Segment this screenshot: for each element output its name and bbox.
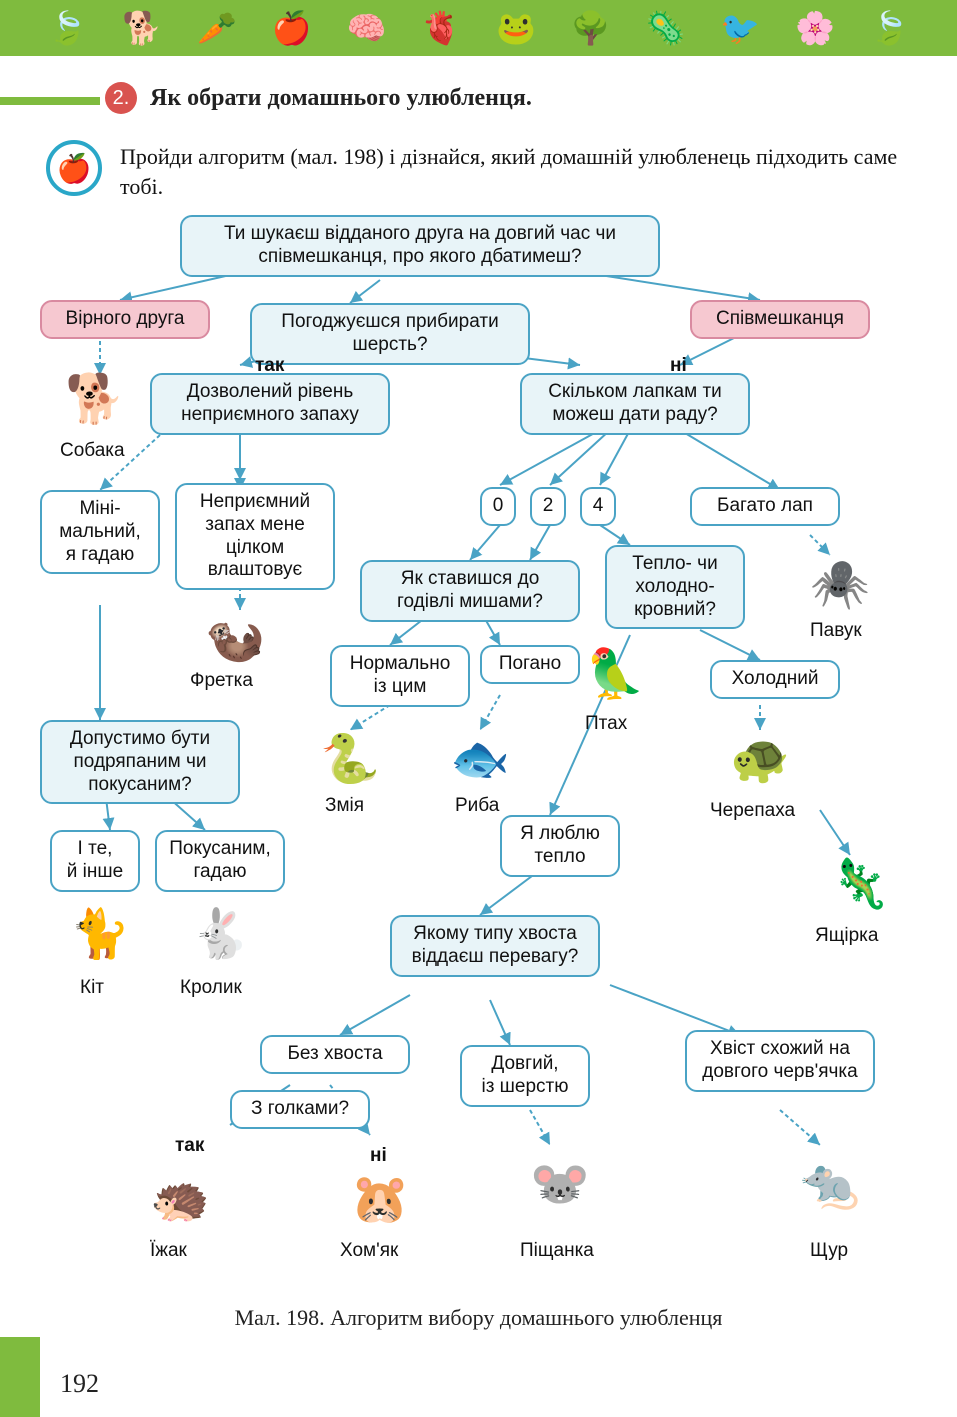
animal-dog: Собака: [60, 440, 125, 462]
animal-hedgehog-icon: 🦔: [150, 1170, 210, 1227]
animal-rat-icon: 🐀: [800, 1155, 860, 1212]
node-friend: Вірного друга: [40, 300, 210, 339]
node-both: І те, й інше: [50, 830, 140, 892]
node-2: 2: [530, 487, 566, 526]
node-min: Міні- мальний, я гадаю: [40, 490, 160, 574]
page-side-bar: [0, 1337, 40, 1417]
node-roommate: Співмешканця: [690, 300, 870, 339]
leaf-icon: 🍃: [47, 9, 87, 47]
flowchart: Ти шукаєш відданого друга на довгий час …: [40, 215, 920, 1295]
node-ok-mice: Нормально із цим: [330, 645, 470, 707]
node-love-warm: Я люблю тепло: [500, 815, 620, 877]
carrot-icon: 🥕: [197, 9, 237, 47]
figure-caption: Мал. 198. Алгоритм вибору домашнього улю…: [0, 1305, 957, 1331]
node-paws: Скільком лапкам ти можеш дати раду?: [520, 373, 750, 435]
animal-rat: Щур: [810, 1240, 848, 1262]
section-title: Як обрати домашнього улюбленця.: [150, 85, 532, 112]
node-cold: Холодний: [710, 660, 840, 699]
node-long-fur: Довгий, із шерстю: [460, 1045, 590, 1107]
node-bitten: Покусаним, гадаю: [155, 830, 285, 892]
brain-icon: 🧠: [346, 9, 386, 47]
node-0: 0: [480, 487, 516, 526]
animal-spider: Павук: [810, 620, 862, 642]
apple-badge-icon: 🍎: [46, 140, 102, 196]
animal-cat: Кіт: [80, 977, 104, 999]
animal-spider-icon: 🕷️: [810, 555, 870, 612]
node-many: Багато лап: [690, 487, 840, 526]
page-number: 192: [60, 1369, 99, 1399]
frog-icon: 🐸: [496, 9, 536, 47]
animal-fish: Риба: [455, 795, 499, 817]
node-warm: Тепло- чи холодно-кровний?: [605, 545, 745, 629]
section-marker: [0, 97, 100, 105]
animal-hamster: Хом'як: [340, 1240, 398, 1262]
node-fur: Погоджуєшся прибирати шерсть?: [250, 303, 530, 365]
animal-bird: Птах: [585, 713, 627, 735]
bird-icon: 🐦: [720, 9, 760, 47]
animal-turtle: Черепаха: [710, 800, 795, 822]
animal-ferret: Фретка: [190, 670, 253, 692]
node-smell: Дозволений рівень неприємного запаху: [150, 373, 390, 435]
section-number-badge: 2.: [105, 82, 137, 114]
animal-fish-icon: 🐟: [450, 730, 510, 787]
tree-icon: 🌳: [571, 9, 611, 47]
node-worm: Хвіст схожий на довгого черв'ячка: [685, 1030, 875, 1092]
heart-icon: 🫀: [421, 9, 461, 47]
animal-snake-icon: 🐍: [320, 730, 380, 787]
node-scratch: Допустимо бути подряпаним чи покусаним?: [40, 720, 240, 804]
node-bad-mice: Погано: [480, 645, 580, 684]
animal-turtle-icon: 🐢: [730, 730, 790, 787]
animal-hamster-icon: 🐹: [350, 1170, 410, 1227]
node-no-tail: Без хвоста: [260, 1035, 410, 1074]
label-no2: ні: [370, 1145, 387, 1167]
animal-bird-icon: 🦜: [585, 645, 645, 702]
animal-rabbit-icon: 🐇: [190, 905, 250, 962]
animal-hedgehog: Їжак: [150, 1240, 187, 1262]
leaf2-icon: 🍃: [870, 9, 910, 47]
animal-lizard-icon: 🦎: [830, 855, 890, 912]
animal-rabbit: Кролик: [180, 977, 242, 999]
animal-lizard: Ящірка: [815, 925, 878, 947]
apple-icon: 🍎: [272, 9, 312, 47]
animal-gerbil: Піщанка: [520, 1240, 594, 1262]
flower-icon: 🌸: [795, 9, 835, 47]
node-4: 4: [580, 487, 616, 526]
node-tail: Якому типу хвоста віддаєш перевагу?: [390, 915, 600, 977]
label-yes2: так: [175, 1135, 204, 1157]
animal-gerbil-icon: 🐭: [530, 1155, 590, 1212]
animal-ferret-icon: 🦦: [205, 610, 265, 667]
node-needles: З голками?: [230, 1090, 370, 1129]
node-smell-ok: Неприємний запах мене цілком влаштовує: [175, 483, 335, 590]
intro-text: Пройди алгоритм (мал. 198) і дізнайся, я…: [120, 142, 910, 201]
node-mice: Як ставишся до годівлі мишами?: [360, 560, 580, 622]
header-strip: 🍃 🐕 🥕 🍎 🧠 🫀 🐸 🌳 🦠 🐦 🌸 🍃: [0, 0, 957, 56]
animal-snake: Змія: [325, 795, 364, 817]
microbe-icon: 🦠: [645, 9, 685, 47]
animal-dog-icon: 🐕: [65, 370, 125, 427]
animal-cat-icon: 🐈: [70, 905, 130, 962]
node-root: Ти шукаєш відданого друга на довгий час …: [180, 215, 660, 277]
dog-icon: 🐕: [122, 9, 162, 47]
